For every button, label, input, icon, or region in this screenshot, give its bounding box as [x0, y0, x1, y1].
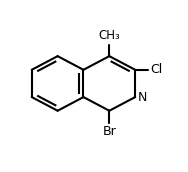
Text: Cl: Cl: [150, 63, 162, 76]
Text: Br: Br: [102, 125, 116, 138]
Text: N: N: [138, 91, 147, 104]
Text: CH₃: CH₃: [99, 29, 120, 42]
